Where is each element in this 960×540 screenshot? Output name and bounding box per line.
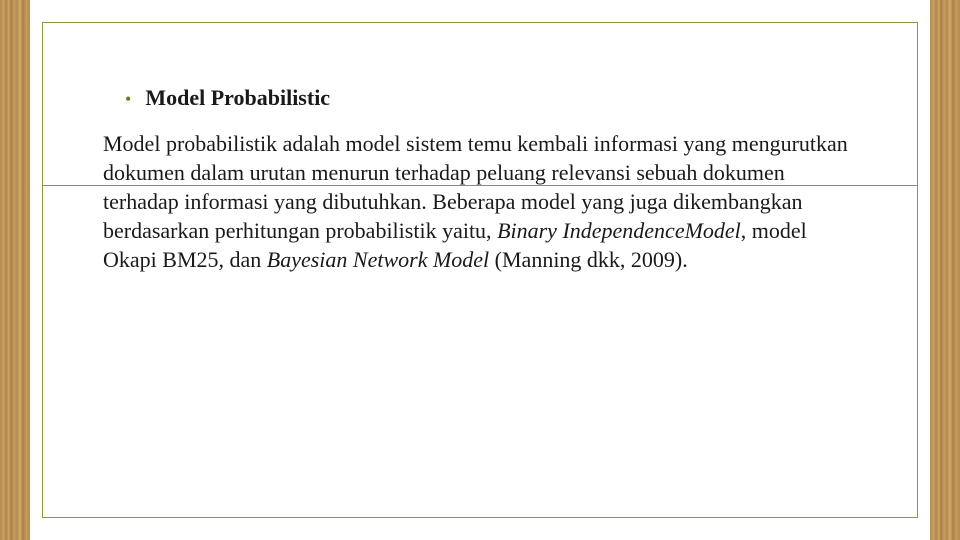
body-italic-1: Binary Independence [497, 218, 685, 243]
content-area: • Model Probabilistic Model probabilisti… [43, 23, 917, 314]
content-card: • Model Probabilistic Model probabilisti… [42, 22, 918, 518]
body-italic-3: Bayesian Network Model [267, 247, 489, 272]
wood-strip-left [0, 0, 30, 540]
body-text-3: (Manning dkk, 2009). [489, 247, 688, 272]
body-italic-2: Model [685, 218, 741, 243]
bullet-dot-icon: • [125, 90, 131, 108]
bullet-title: Model Probabilistic [145, 85, 330, 111]
divider-line [43, 185, 917, 186]
bullet-item: • Model Probabilistic [125, 85, 857, 111]
body-paragraph: Model probabilistik adalah model sistem … [103, 129, 857, 274]
slide: • Model Probabilistic Model probabilisti… [0, 0, 960, 540]
wood-strip-right [930, 0, 960, 540]
